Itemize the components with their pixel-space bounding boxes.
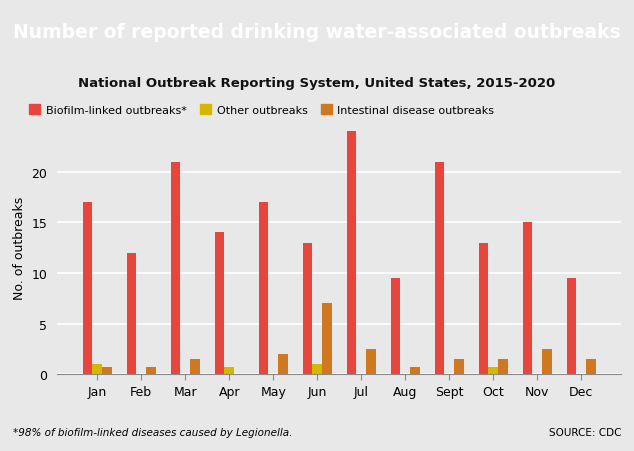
Bar bbox=[567, 278, 576, 374]
Bar bbox=[171, 162, 181, 374]
Bar bbox=[102, 367, 112, 374]
Bar bbox=[313, 364, 322, 374]
Bar bbox=[410, 367, 420, 374]
Bar bbox=[322, 304, 332, 374]
Bar bbox=[366, 349, 376, 374]
Bar bbox=[542, 349, 552, 374]
Bar bbox=[190, 359, 200, 374]
Legend: Biofilm-linked outbreaks*, Other outbreaks, Intestinal disease outbreaks: Biofilm-linked outbreaks*, Other outbrea… bbox=[25, 100, 499, 120]
Bar bbox=[93, 364, 102, 374]
Bar bbox=[302, 243, 313, 374]
Bar bbox=[215, 233, 224, 374]
Text: SOURCE: CDC: SOURCE: CDC bbox=[549, 427, 621, 437]
Y-axis label: No. of outbreaks: No. of outbreaks bbox=[13, 197, 26, 299]
Text: Number of reported drinking water-associated outbreaks: Number of reported drinking water-associ… bbox=[13, 23, 621, 42]
Bar bbox=[454, 359, 463, 374]
Text: National Outbreak Reporting System, United States, 2015-2020: National Outbreak Reporting System, Unit… bbox=[79, 77, 555, 90]
Bar bbox=[259, 202, 268, 374]
Bar bbox=[224, 367, 234, 374]
Bar bbox=[522, 223, 533, 374]
Bar bbox=[586, 359, 596, 374]
Bar bbox=[146, 367, 156, 374]
Bar bbox=[479, 243, 488, 374]
Bar bbox=[82, 202, 93, 374]
Bar bbox=[488, 367, 498, 374]
Bar bbox=[278, 354, 288, 374]
Bar bbox=[347, 132, 356, 374]
Bar bbox=[435, 162, 444, 374]
Bar bbox=[498, 359, 508, 374]
Bar bbox=[391, 278, 400, 374]
Bar bbox=[127, 253, 136, 374]
Text: *98% of biofilm-linked diseases caused by Legionella.: *98% of biofilm-linked diseases caused b… bbox=[13, 427, 292, 437]
